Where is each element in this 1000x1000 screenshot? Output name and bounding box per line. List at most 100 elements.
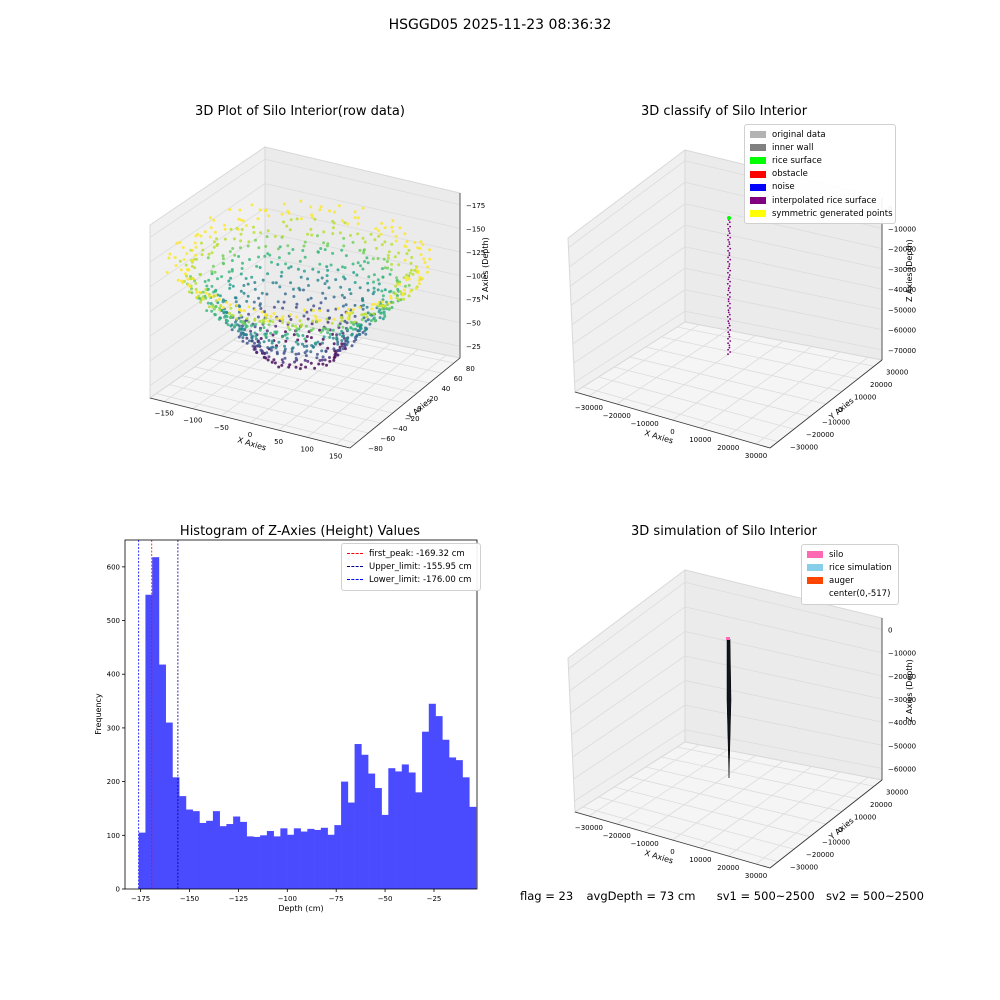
- data-point: [212, 240, 216, 244]
- interpolated-point: [726, 293, 729, 296]
- tick-label: 10000: [854, 393, 876, 401]
- data-point: [333, 210, 336, 214]
- histogram-bar: [374, 788, 382, 889]
- interpolated-point: [728, 241, 731, 243]
- data-point: [294, 305, 298, 309]
- data-point: [247, 320, 251, 324]
- data-point: [235, 317, 239, 321]
- data-point: [230, 328, 234, 332]
- data-point: [319, 301, 323, 305]
- data-point: [377, 282, 381, 286]
- data-point: [216, 277, 219, 281]
- data-point: [258, 341, 262, 345]
- tick-label: 30000: [886, 788, 908, 796]
- y-tick-label: 400: [107, 671, 120, 679]
- tick-label: 20000: [717, 864, 739, 872]
- data-point: [390, 225, 394, 229]
- data-point: [419, 253, 423, 257]
- interpolated-point: [726, 282, 729, 285]
- data-point: [251, 334, 255, 338]
- tick-label: 10000: [689, 856, 711, 864]
- data-point: [258, 328, 262, 332]
- interpolated-point: [727, 300, 730, 303]
- data-point: [178, 259, 182, 263]
- data-point: [376, 304, 380, 308]
- data-point: [179, 268, 183, 272]
- data-point: [294, 324, 297, 328]
- figure-title: HSGGD05 2025-11-23 08:36:32: [388, 17, 612, 33]
- data-point: [244, 277, 248, 280]
- data-point: [326, 268, 330, 272]
- data-point: [362, 251, 366, 255]
- data-point: [365, 256, 369, 260]
- data-point: [212, 218, 216, 222]
- data-point: [289, 313, 293, 317]
- data-point: [217, 317, 221, 321]
- data-point: [175, 241, 179, 245]
- data-point: [377, 229, 381, 233]
- interpolated-point: [728, 263, 731, 265]
- data-point: [402, 288, 406, 292]
- data-point: [356, 261, 360, 265]
- legend-item: rice surface: [750, 154, 890, 167]
- data-point: [285, 336, 289, 340]
- data-point: [251, 344, 255, 348]
- data-point: [211, 264, 215, 268]
- data-point: [328, 209, 331, 213]
- data-point: [258, 302, 262, 306]
- histogram-bar: [138, 832, 146, 889]
- data-point: [210, 309, 214, 313]
- data-point: [183, 272, 187, 276]
- data-point: [273, 361, 277, 365]
- data-point: [237, 335, 241, 339]
- data-point: [366, 281, 370, 285]
- histogram-frame: [124, 539, 478, 890]
- data-point: [408, 271, 412, 275]
- data-point: [256, 217, 260, 221]
- x-tick-label: −75: [329, 895, 344, 903]
- data-point: [318, 262, 322, 266]
- data-point: [245, 299, 249, 303]
- data-point: [364, 332, 368, 336]
- data-point: [353, 210, 357, 214]
- data-point: [258, 319, 262, 323]
- tick-label: −150: [466, 225, 485, 233]
- data-point: [281, 235, 285, 239]
- data-point: [362, 303, 366, 307]
- data-point: [418, 282, 421, 286]
- data-point: [210, 284, 214, 288]
- data-point: [301, 334, 305, 337]
- data-point: [367, 275, 371, 279]
- data-point: [321, 291, 325, 295]
- data-point: [280, 212, 284, 216]
- data-point: [346, 316, 350, 320]
- tick-label: 20000: [717, 444, 739, 452]
- histogram-bar: [206, 820, 214, 889]
- data-point: [222, 262, 225, 266]
- tick-label: −75: [466, 296, 481, 304]
- histogram-bar: [401, 764, 409, 889]
- classify-zlabel: Z Axies (Depth): [905, 239, 914, 302]
- data-point: [205, 309, 209, 313]
- data-point: [326, 242, 330, 246]
- data-point: [403, 232, 407, 236]
- interpolated-point: [727, 320, 730, 323]
- tick-label: 50: [274, 438, 283, 446]
- tick-label: −100: [183, 417, 202, 425]
- data-point: [289, 281, 293, 285]
- data-point: [255, 351, 259, 355]
- interpolated-point: [728, 322, 730, 325]
- data-point: [283, 356, 287, 360]
- interpolated-point: [729, 269, 732, 272]
- data-point: [278, 285, 282, 289]
- data-point: [344, 303, 348, 307]
- data-point: [320, 358, 324, 362]
- data-point: [317, 270, 321, 274]
- data-point: [316, 278, 320, 282]
- data-point: [343, 266, 347, 270]
- data-point: [340, 219, 344, 223]
- data-point: [280, 317, 284, 321]
